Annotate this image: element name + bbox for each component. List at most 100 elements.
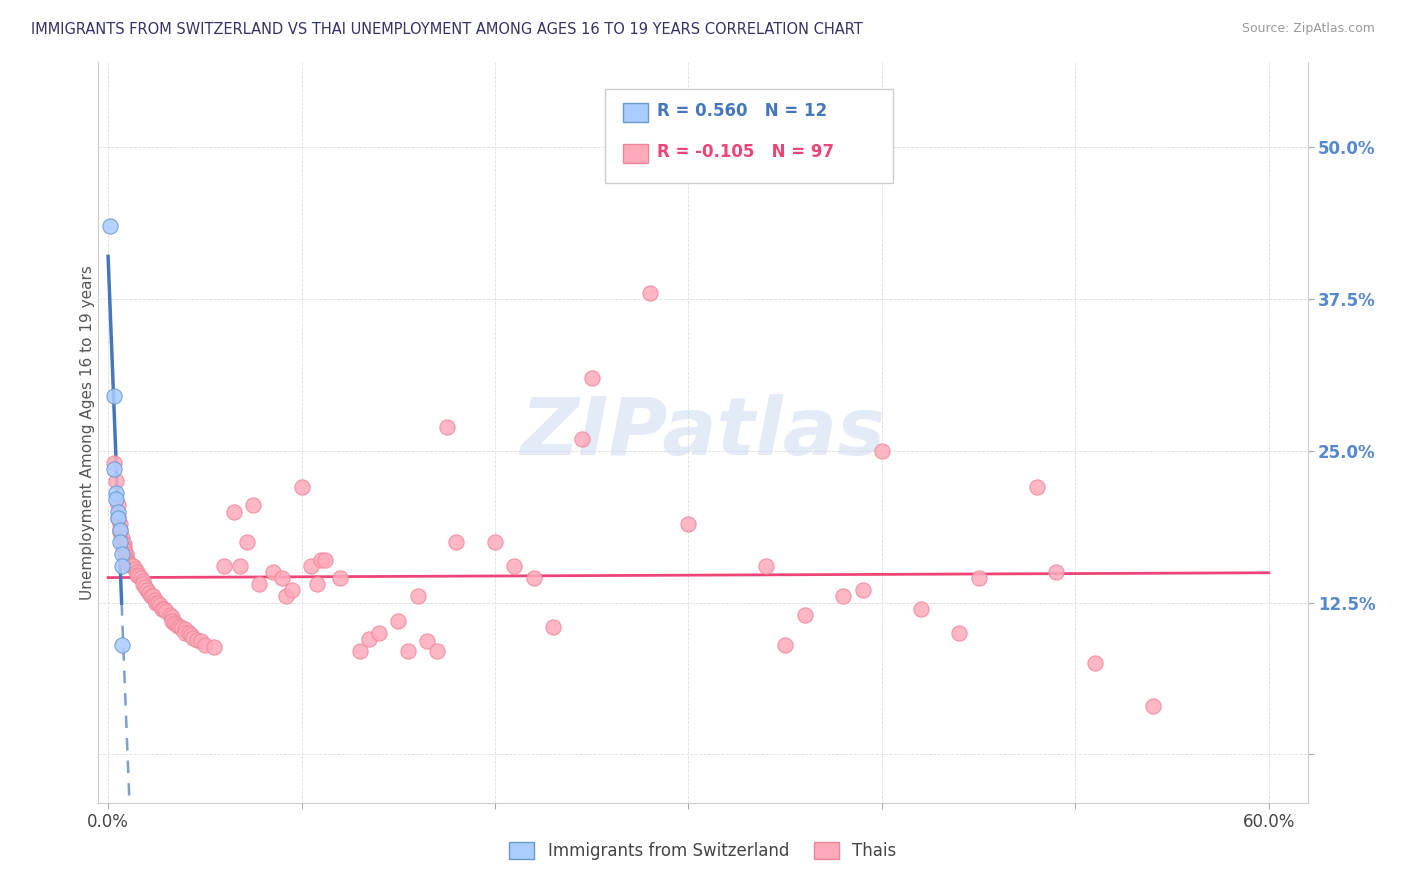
Point — [181, 631, 204, 645]
Point — [228, 559, 250, 574]
Point — [107, 499, 129, 513]
Point — [290, 480, 312, 494]
Point — [111, 638, 134, 652]
Point — [145, 595, 167, 609]
Point — [118, 557, 141, 571]
Point — [108, 523, 131, 537]
Text: R = 0.560   N = 12: R = 0.560 N = 12 — [657, 102, 827, 120]
Point — [112, 537, 135, 551]
Point — [155, 604, 177, 618]
Point — [436, 419, 458, 434]
Point — [242, 499, 264, 513]
Point — [190, 634, 212, 648]
Text: ZIPatlas: ZIPatlas — [520, 393, 886, 472]
Point — [406, 590, 429, 604]
Point — [174, 622, 197, 636]
Point — [1045, 565, 1067, 579]
Point — [910, 601, 932, 615]
Point — [103, 456, 125, 470]
Point — [108, 516, 131, 531]
Point — [1142, 698, 1164, 713]
Point — [117, 553, 139, 567]
Point — [108, 534, 131, 549]
Point — [571, 432, 593, 446]
Point — [503, 559, 526, 574]
Point — [180, 628, 202, 642]
Point — [127, 567, 149, 582]
Point — [139, 590, 162, 604]
Point — [165, 617, 187, 632]
Point — [523, 571, 546, 585]
Point — [132, 577, 155, 591]
Point — [309, 553, 332, 567]
Point — [186, 633, 208, 648]
Point — [852, 583, 875, 598]
Point — [222, 504, 245, 518]
Point — [153, 601, 176, 615]
Point — [108, 523, 131, 537]
Point — [314, 553, 336, 567]
Point — [368, 626, 391, 640]
Point — [967, 571, 990, 585]
Point — [128, 569, 150, 583]
Point — [166, 618, 188, 632]
Point — [104, 474, 127, 488]
Point — [129, 571, 152, 585]
Point — [160, 614, 183, 628]
Point — [135, 583, 157, 598]
Point — [134, 580, 156, 594]
Text: Source: ZipAtlas.com: Source: ZipAtlas.com — [1241, 22, 1375, 36]
Point — [104, 486, 127, 500]
Point — [359, 632, 381, 646]
Point — [793, 607, 815, 622]
Point — [107, 510, 129, 524]
Text: R = -0.105   N = 97: R = -0.105 N = 97 — [657, 143, 834, 161]
Point — [755, 559, 778, 574]
Point — [212, 559, 235, 574]
Point — [108, 525, 131, 540]
Point — [143, 593, 166, 607]
Point — [132, 574, 155, 588]
Point — [112, 543, 135, 558]
Point — [948, 626, 970, 640]
Point — [160, 610, 183, 624]
Point — [247, 577, 270, 591]
Point — [138, 586, 160, 600]
Point — [107, 504, 129, 518]
Point — [262, 565, 284, 579]
Point — [299, 559, 322, 574]
Point — [426, 644, 449, 658]
Point — [446, 534, 468, 549]
Point — [271, 571, 294, 585]
Point — [114, 549, 136, 564]
Point — [127, 565, 149, 579]
Point — [111, 547, 134, 561]
Point — [329, 571, 352, 585]
Point — [120, 558, 142, 572]
Point — [484, 534, 506, 549]
Point — [387, 614, 409, 628]
Point — [107, 510, 129, 524]
Legend: Immigrants from Switzerland, Thais: Immigrants from Switzerland, Thais — [501, 834, 905, 869]
Point — [103, 462, 125, 476]
Text: IMMIGRANTS FROM SWITZERLAND VS THAI UNEMPLOYMENT AMONG AGES 16 TO 19 YEARS CORRE: IMMIGRANTS FROM SWITZERLAND VS THAI UNEM… — [31, 22, 863, 37]
Point — [174, 626, 197, 640]
Point — [111, 531, 134, 545]
Point — [305, 577, 328, 591]
Point — [159, 607, 181, 622]
Point — [150, 601, 173, 615]
Point — [170, 621, 193, 635]
Point — [111, 534, 134, 549]
Point — [194, 638, 217, 652]
Point — [678, 516, 700, 531]
Point — [142, 590, 165, 604]
Point — [349, 644, 371, 658]
Point — [179, 626, 201, 640]
Point — [581, 371, 603, 385]
Point — [117, 556, 139, 570]
Point — [274, 590, 297, 604]
Point — [1084, 657, 1107, 671]
Point — [416, 634, 439, 648]
Point — [111, 559, 134, 574]
Point — [204, 640, 226, 655]
